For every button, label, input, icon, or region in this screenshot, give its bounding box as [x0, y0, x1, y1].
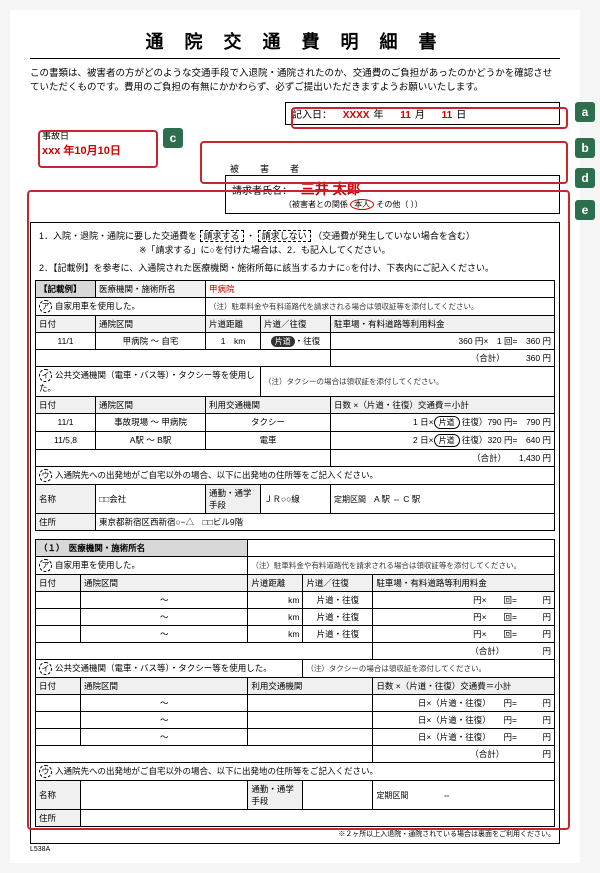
badge-a: a: [575, 102, 595, 122]
claimer-box: 請求者氏名： 三井 太郎 （被害者との関係 本人 その他（ ））: [225, 175, 560, 214]
marker-u-icon: ウ: [39, 469, 52, 482]
page-title: 通 院 交 通 費 明 細 書: [30, 28, 560, 59]
request-yes: 請求する: [200, 230, 244, 242]
date-year: XXXX: [343, 110, 370, 121]
accident-value: xxx 年10月10日: [42, 142, 121, 158]
date-month: 11: [400, 110, 411, 121]
entry-date-box: 記入日： XXXX年 11月 11日: [285, 102, 560, 125]
date-day: 11: [442, 110, 453, 121]
claimer-label: 請求者氏名：: [232, 186, 292, 197]
section-2: 2．【記載例】を参考に、入通院された医療機関・施術所毎に該当するカナに○を付け、…: [35, 259, 555, 277]
marker-i-icon: イ: [39, 369, 52, 382]
badge-e: e: [575, 200, 595, 220]
claimer-name: 三井 太郎: [301, 181, 361, 197]
request-no: 請求しない: [258, 230, 311, 242]
relation-self-circled: 本人: [350, 199, 374, 210]
marker-a-icon: ア: [39, 300, 52, 313]
footer-note: ※２ヶ所以上入退院・通院されている場合は裏面をご利用ください。: [35, 829, 555, 839]
badge-d: d: [575, 168, 595, 188]
form-page: 通 院 交 通 費 明 細 書 この書類は、被害者の方がどのような交通手段で入退…: [10, 10, 580, 863]
badge-b: b: [575, 138, 595, 158]
victim-label: 被 害 者: [230, 162, 560, 175]
relation-row: （被害者との関係 本人 その他（ ））: [284, 199, 553, 210]
date-label: 記入日：: [292, 110, 332, 121]
blank-table: （１） 医療機関・施術所名 ア自家用車を使用した。（注）駐車料金や有料道路代を請…: [35, 539, 555, 827]
badge-c: c: [163, 128, 183, 148]
main-frame: 1．入院・退院・通院に要した交通費を 請求する ・ 請求しない （交通費が発生し…: [30, 222, 560, 844]
oneway-selected: 片道: [271, 336, 295, 347]
accident-label: 事故日: [42, 129, 121, 142]
accident-date-box: 事故日 xxx 年10月10日: [38, 127, 125, 160]
section-1: 1．入院・退院・通院に要した交通費を 請求する ・ 請求しない （交通費が発生し…: [35, 227, 555, 260]
example-table: 【記載例】医療機関・施術所名甲病院 ア自家用車を使用した。（注）駐車料金や有料道…: [35, 280, 555, 531]
intro-text: この書類は、被害者の方がどのような交通手段で入退院・通院されたのか、交通費のご負…: [30, 67, 560, 96]
